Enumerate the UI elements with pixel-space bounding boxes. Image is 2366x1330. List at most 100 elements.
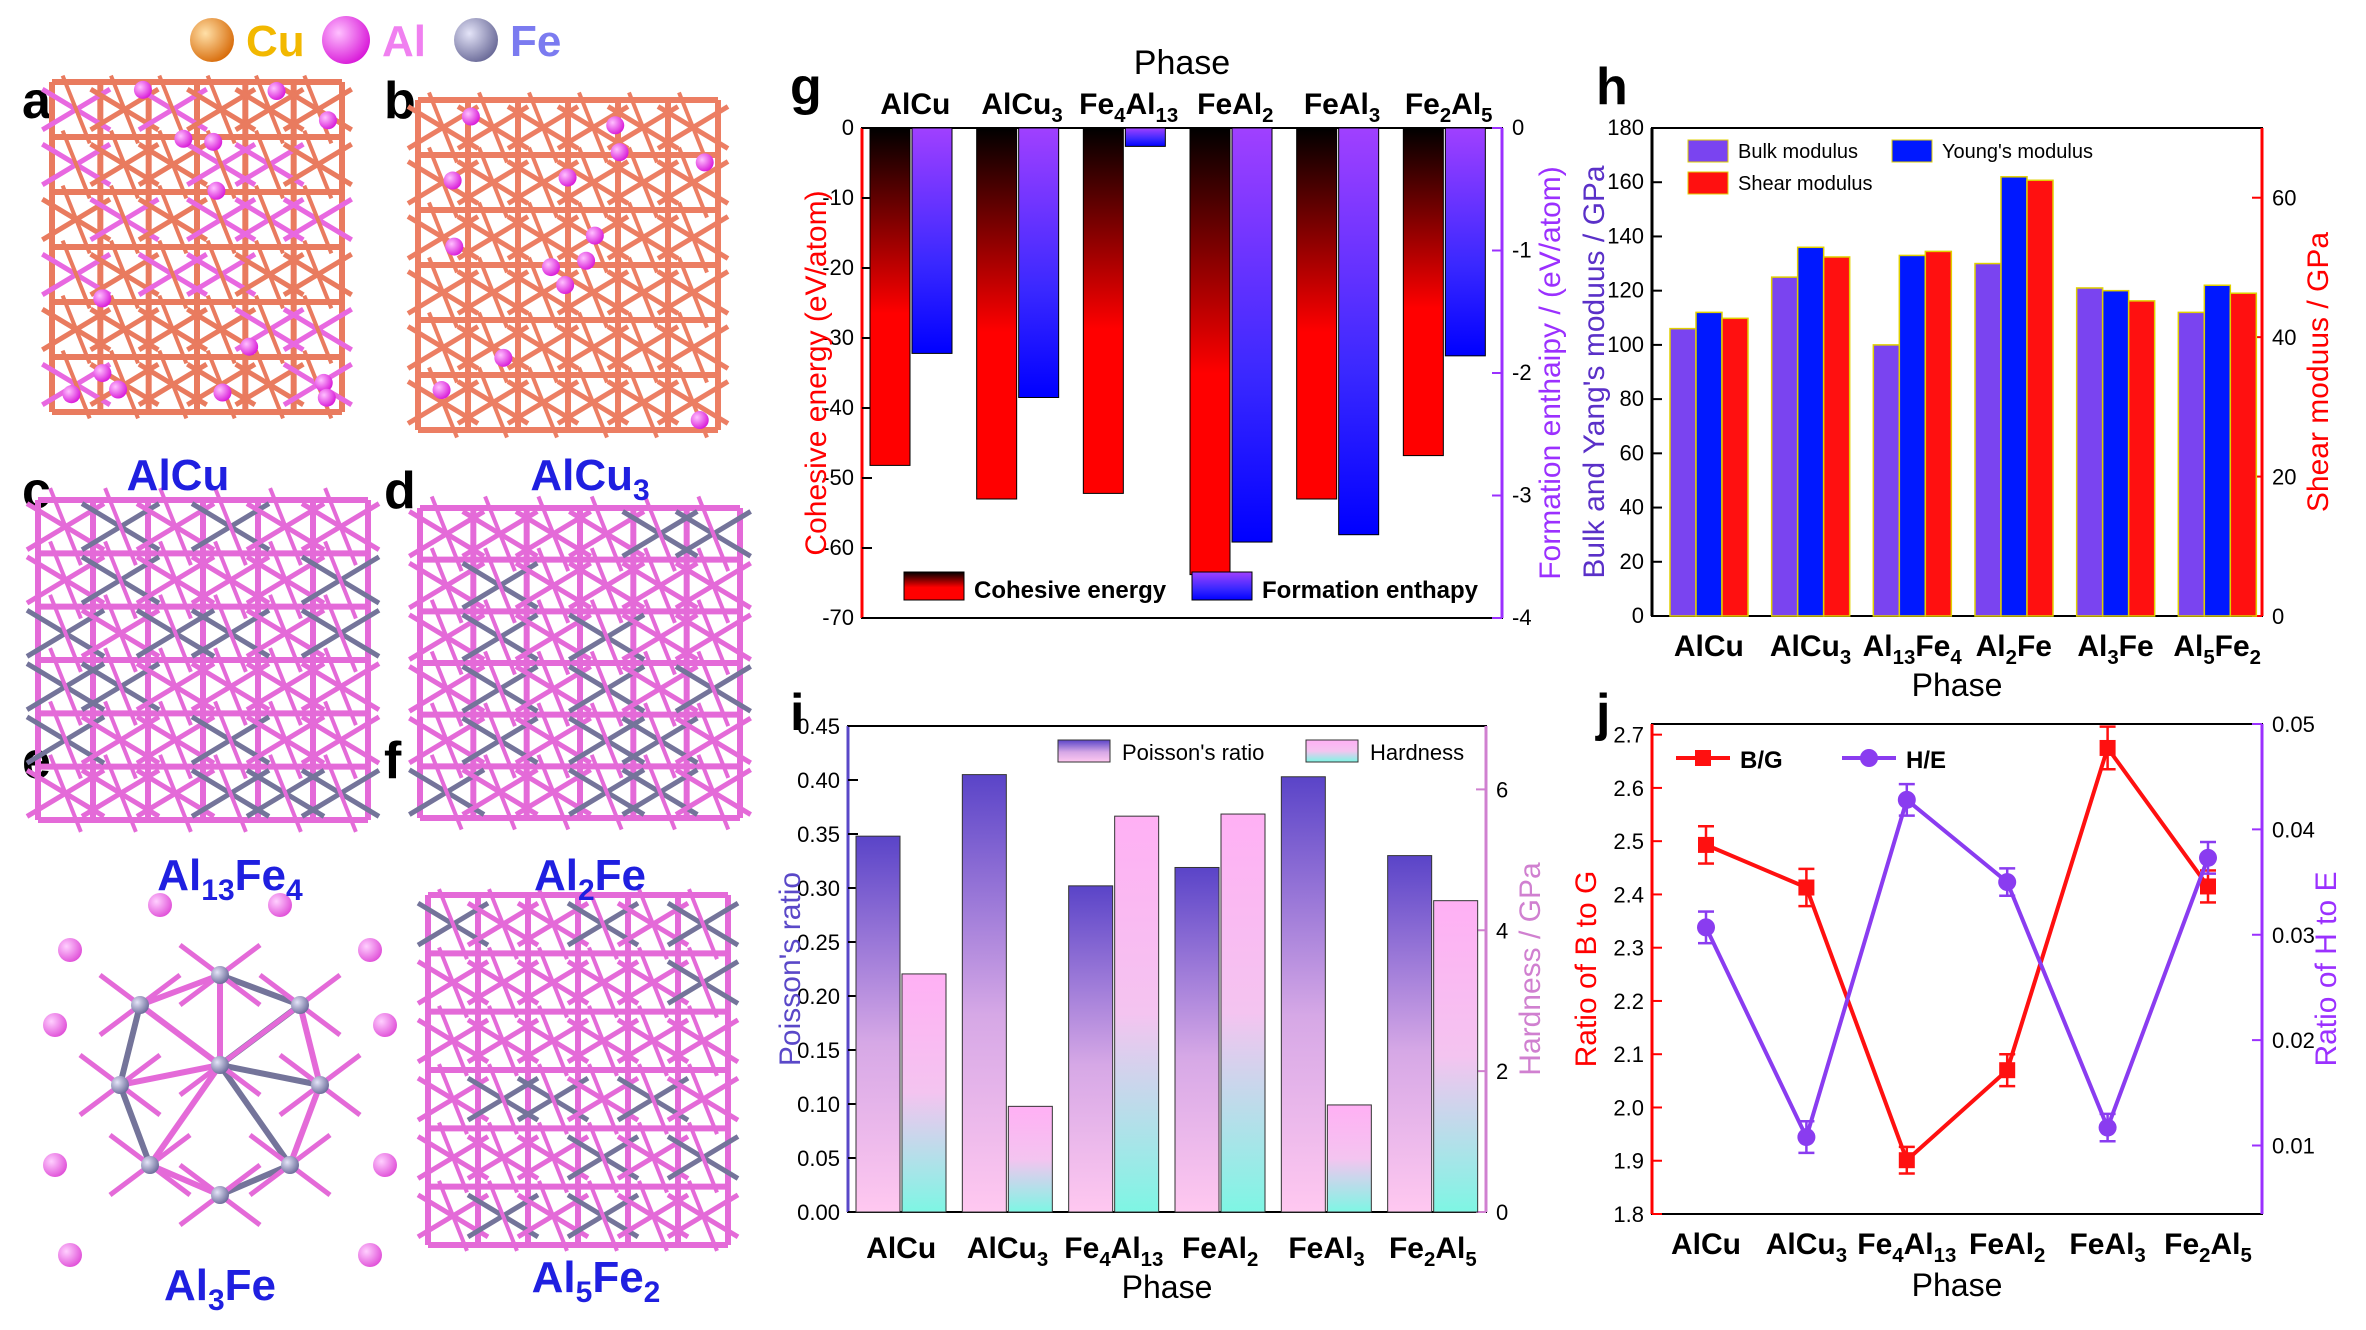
bond [477, 146, 509, 219]
bond [483, 599, 517, 676]
bond [437, 946, 469, 1019]
y-tick-label: -40 [822, 395, 854, 420]
bond [103, 647, 138, 726]
atom [240, 337, 259, 356]
bond [429, 599, 464, 676]
label-part: AlCu [1770, 630, 1840, 663]
y2-tick-label: 4 [1496, 918, 1508, 943]
bond [138, 972, 222, 1008]
y-tick-label: 0.30 [797, 876, 840, 901]
atom [111, 1076, 129, 1094]
x-category-label: Al5Fe2 [2173, 630, 2261, 669]
panel-label-a: a [22, 72, 52, 130]
bond [429, 650, 464, 727]
bond [158, 594, 193, 673]
bond [577, 311, 609, 384]
panel-label-g: g [790, 58, 822, 116]
label-part: FeAl [2069, 1228, 2134, 1261]
bond [427, 201, 459, 274]
bond [696, 702, 731, 779]
bond [643, 650, 677, 727]
atom [174, 129, 193, 148]
bar-hardness [1007, 1105, 1053, 1213]
marker-h-e [2199, 848, 2217, 867]
bond [254, 294, 285, 365]
bond [297, 1004, 323, 1086]
y-tick-label: -20 [822, 255, 854, 280]
bond [637, 1063, 669, 1135]
bond [527, 366, 559, 439]
y-tick-label: 0.10 [797, 1092, 840, 1117]
bond [677, 146, 709, 219]
legend-label-h-e: H/E [1906, 747, 1946, 774]
bond [60, 184, 92, 255]
bar-hardness [1433, 900, 1479, 1213]
label-part: 13 [1141, 1249, 1164, 1271]
legend-label-b-g: B/G [1740, 747, 1783, 774]
label-part: 3 [1051, 105, 1062, 127]
label-part: Al [1111, 1232, 1141, 1265]
label-part: Fe [2164, 1228, 2199, 1261]
legend-swatch-hardness [1305, 739, 1359, 763]
bond [158, 754, 193, 833]
label-part: 2 [2034, 1245, 2045, 1267]
bond [487, 1005, 519, 1077]
bar-shear-modulus [2229, 292, 2258, 617]
y-tick-label: 60 [1620, 440, 1644, 465]
bond [587, 1063, 619, 1135]
x-category-label: FeAl2 [1969, 1228, 2045, 1267]
bond [589, 650, 624, 727]
atom [314, 373, 333, 392]
label-part: Fe [1389, 1232, 1424, 1265]
bond [429, 495, 464, 572]
bar-cohesive-energy [1402, 127, 1444, 457]
bond [429, 754, 464, 831]
label-part: 5 [1481, 105, 1492, 127]
label-part: 2 [1262, 105, 1273, 127]
bond [254, 74, 285, 145]
bond [157, 294, 189, 365]
y2-tick-label: 0 [2272, 604, 2284, 629]
bar-cohesive-energy [1296, 127, 1338, 500]
atom [585, 226, 604, 245]
y2-tick-label: 6 [1496, 777, 1508, 802]
series-line-h-e [1704, 796, 2210, 1143]
bond [323, 540, 358, 620]
label-part: AlCu [967, 1232, 1037, 1265]
marker-h-e [1998, 873, 2017, 892]
label-part: Al [1976, 630, 2006, 663]
y-tick-label: 180 [1607, 115, 1644, 140]
atom [58, 938, 82, 962]
legend-swatch-young [1891, 139, 1933, 163]
y2-axis-title: Ratio of H to E [2310, 871, 2343, 1066]
bar-bulk-modulus [1872, 344, 1901, 617]
y-tick-label: 0 [1632, 603, 1644, 628]
structure-lattice [406, 91, 730, 439]
marker-b-g [1999, 1062, 2016, 1079]
atom [109, 380, 128, 399]
panel-label-b: b [384, 72, 416, 130]
atom [443, 171, 462, 190]
caption-b: AlCu3 [530, 451, 649, 507]
bond [213, 487, 248, 566]
caption-d: Al2Fe [534, 851, 646, 907]
bar-formation-enthalpy [1444, 127, 1486, 357]
bond [218, 1162, 292, 1198]
y-tick-label: 2.4 [1613, 882, 1644, 907]
fe-sphere-icon [454, 18, 498, 62]
x-category-label: Fe2Al5 [1405, 88, 1493, 127]
legend-marker-b-g [1695, 750, 1711, 766]
bond [527, 256, 559, 329]
al-sphere-icon [322, 16, 370, 64]
bond [537, 1005, 569, 1077]
atom [131, 996, 149, 1014]
atom [577, 251, 596, 270]
x-category-label: AlCu3 [1770, 630, 1851, 669]
label-part: 2 [1247, 1249, 1258, 1271]
structure-lattice [25, 487, 381, 833]
y2-tick-label: 0 [1496, 1200, 1508, 1225]
legend-swatch-shear [1687, 171, 1729, 195]
bar-young-s-modulus [2101, 289, 2130, 617]
y-tick-label: 0.35 [797, 822, 840, 847]
